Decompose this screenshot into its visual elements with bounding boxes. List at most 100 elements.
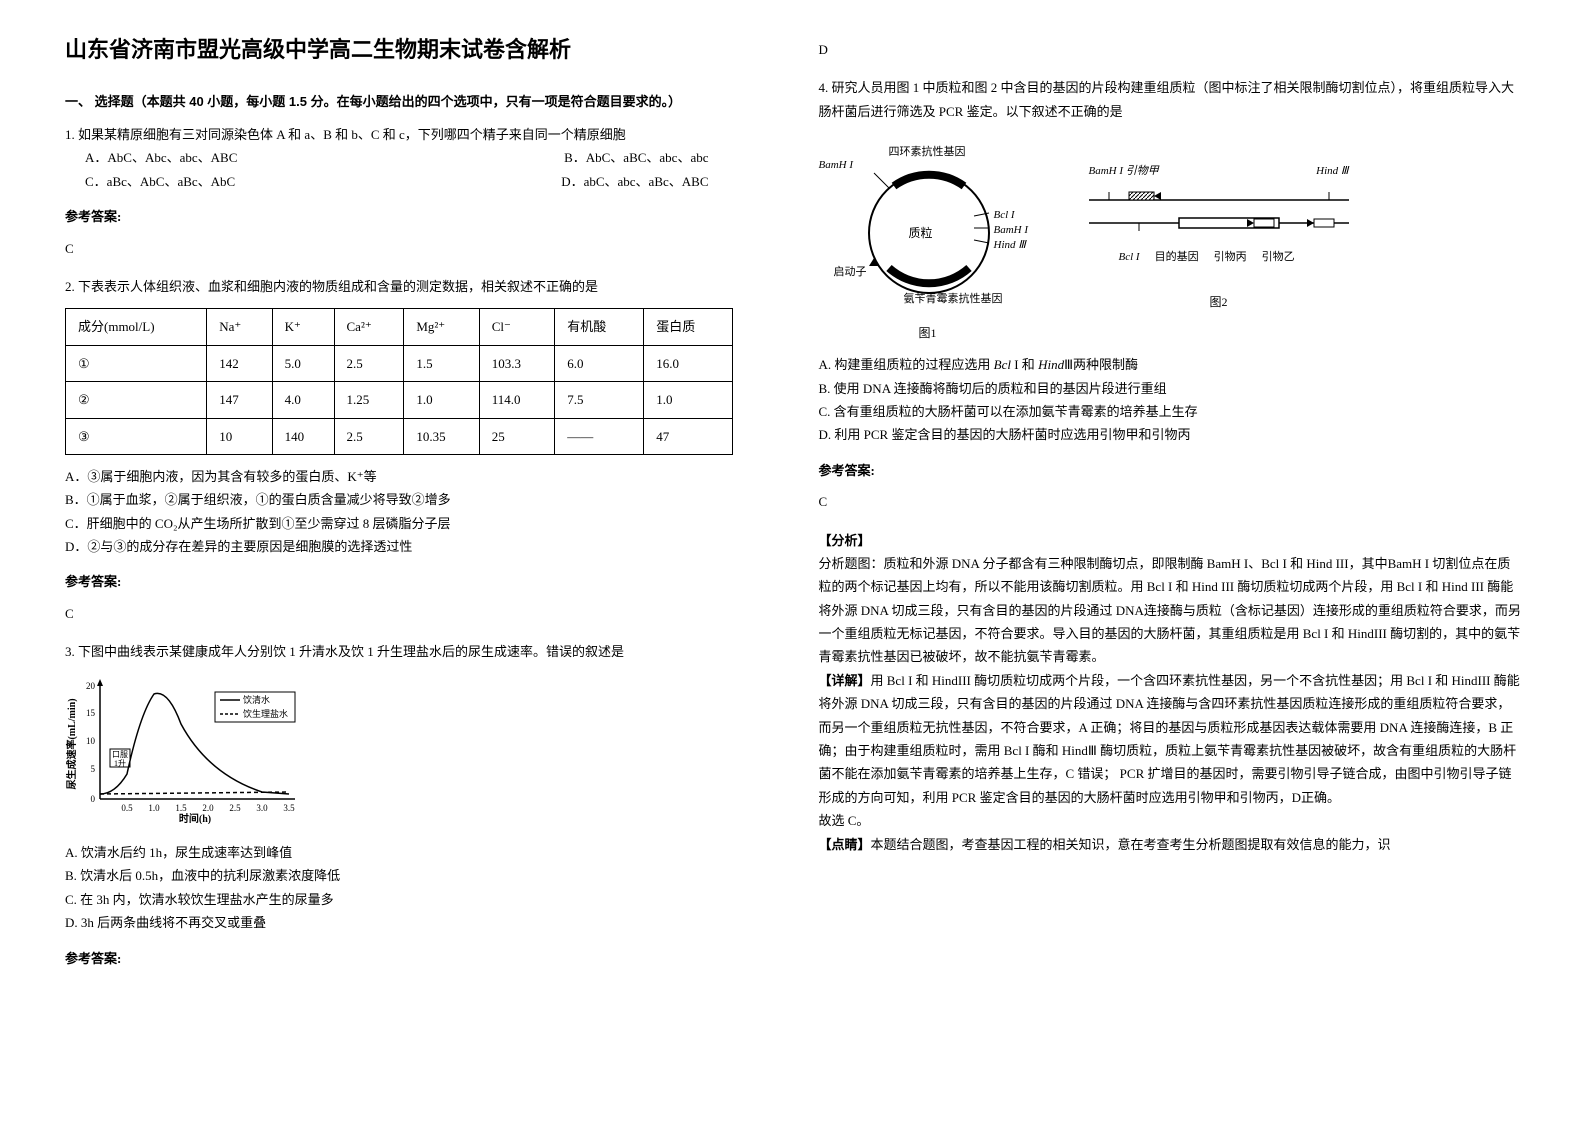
- question-3: 3. 下图中曲线表示某健康成年人分别饮 1 升清水及饮 1 升生理盐水后的尿生成…: [65, 640, 769, 934]
- q2-opt-d: D．②与③的成分存在差异的主要原因是细胞膜的选择透过性: [65, 535, 769, 558]
- q3-opt-c: C. 在 3h 内，饮清水较饮生理盐水产生的尿量多: [65, 888, 769, 911]
- td: 142: [207, 345, 272, 381]
- td: 10: [207, 418, 272, 454]
- q4-opt-c: C. 含有重组质粒的大肠杆菌可以在添加氨苄青霉素的培养基上生存: [819, 400, 1523, 423]
- ylabel: 尿生成速率(mL/min): [65, 698, 78, 789]
- td: 1.0: [644, 382, 733, 418]
- ytick: 20: [86, 681, 96, 691]
- td: 47: [644, 418, 733, 454]
- analysis-label: 【分析】: [819, 529, 1523, 552]
- q1-opt-b: B．AbC、aBC、abc、abc: [564, 146, 708, 169]
- question-4: 4. 研究人员用图 1 中质粒和图 2 中含目的基因的片段构建重组质粒（图中标注…: [819, 76, 1523, 446]
- hind3-label: Hind Ⅲ: [994, 236, 1026, 256]
- th: K⁺: [272, 309, 334, 345]
- q2-opt-b: B．①属于血浆，②属于组织液，①的蛋白质含量减少将导致②增多: [65, 488, 769, 511]
- td: 2.5: [334, 345, 404, 381]
- q3-opt-b: B. 饮清水后 0.5h，血液中的抗利尿激素浓度降低: [65, 864, 769, 887]
- th: 有机酸: [555, 309, 644, 345]
- td: 2.5: [334, 418, 404, 454]
- q3-chart: 20 15 10 5 0 0.5 1.0 1.5 2.0 2.5 3.0 3.5…: [65, 674, 315, 824]
- q2-text: 2. 下表表示人体组织液、血浆和细胞内液的物质组成和含量的测定数据，相关叙述不正…: [65, 275, 769, 298]
- xtick: 1.5: [175, 803, 187, 813]
- td: 1.0: [404, 382, 479, 418]
- td: 6.0: [555, 345, 644, 381]
- q3-answer: D: [819, 38, 1523, 61]
- q4-answer: C: [819, 490, 1523, 513]
- primer-bing-label: 引物丙: [1214, 248, 1247, 268]
- td: 5.0: [272, 345, 334, 381]
- td: 4.0: [272, 382, 334, 418]
- td: 1.25: [334, 382, 404, 418]
- ytick: 0: [91, 794, 96, 804]
- q1-opt-d: D．abC、abc、aBc、ABC: [561, 170, 708, 193]
- td: ——: [555, 418, 644, 454]
- td: 103.3: [479, 345, 554, 381]
- q1-answer: C: [65, 237, 769, 260]
- table-row: ② 147 4.0 1.25 1.0 114.0 7.5 1.0: [66, 382, 733, 418]
- target-gene-label: 目的基因: [1155, 248, 1199, 268]
- th: 蛋白质: [644, 309, 733, 345]
- xtick: 1.0: [148, 803, 160, 813]
- q4-conclusion: 故选 C。: [819, 809, 1523, 832]
- primer-yi-label: 引物乙: [1262, 248, 1295, 268]
- caption1: 图1: [919, 323, 937, 345]
- td: 140: [272, 418, 334, 454]
- th: 成分(mmol/L): [66, 309, 207, 345]
- promoter-label: 启动子: [834, 263, 867, 283]
- legend2: 饮生理盐水: [243, 708, 288, 719]
- xtick: 2.0: [202, 803, 214, 813]
- ytick: 5: [91, 764, 96, 774]
- q2-opt-a: A．③属于细胞内液，因为其含有较多的蛋白质、K⁺等: [65, 465, 769, 488]
- q2-table: 成分(mmol/L) Na⁺ K⁺ Ca²⁺ Mg²⁺ Cl⁻ 有机酸 蛋白质 …: [65, 308, 733, 455]
- plasmid-center: 质粒: [909, 223, 933, 245]
- ytick: 10: [86, 736, 96, 746]
- xtick: 3.0: [256, 803, 268, 813]
- th: Cl⁻: [479, 309, 554, 345]
- section-header: 一、 选择题（本题共 40 小题，每小题 1.5 分。在每小题给出的四个选项中，…: [65, 90, 769, 113]
- bottom-gene-label: 氨苄青霉素抗性基因: [904, 293, 1003, 306]
- q3-opt-a: A. 饮清水后约 1h，尿生成速率达到峰值: [65, 841, 769, 864]
- gene-diagram: BamH I 引物甲 Hind Ⅲ: [1079, 162, 1359, 314]
- q4-text: 4. 研究人员用图 1 中质粒和图 2 中含目的基因的片段构建重组质粒（图中标注…: [819, 76, 1523, 123]
- answer-label: 参考答案:: [819, 459, 1523, 482]
- primer-jia-label: BamH I 引物甲: [1089, 162, 1159, 182]
- table-row: ① 142 5.0 2.5 1.5 103.3 6.0 16.0: [66, 345, 733, 381]
- th: Na⁺: [207, 309, 272, 345]
- table-row: ③ 10 140 2.5 10.35 25 —— 47: [66, 418, 733, 454]
- bcl1-label2: Bcl I: [1119, 248, 1140, 268]
- oral-label-1: 口服: [112, 750, 128, 759]
- table-header-row: 成分(mmol/L) Na⁺ K⁺ Ca²⁺ Mg²⁺ Cl⁻ 有机酸 蛋白质: [66, 309, 733, 345]
- hind3-label2: Hind Ⅲ: [1316, 162, 1348, 182]
- q3-opt-d: D. 3h 后两条曲线将不再交叉或重叠: [65, 911, 769, 934]
- td: 7.5: [555, 382, 644, 418]
- page-title: 山东省济南市盟光高级中学高二生物期末试卷含解析: [65, 30, 769, 70]
- q1-text: 1. 如果某精原细胞有三对同源染色体 A 和 a、B 和 b、C 和 c，下列哪…: [65, 123, 769, 146]
- ytick: 15: [86, 708, 96, 718]
- td: ③: [66, 418, 207, 454]
- q4-note: 【点睛】本题结合题图，考查基因工程的相关知识，意在考查考生分析题图提取有效信息的…: [819, 833, 1523, 856]
- q3-text: 3. 下图中曲线表示某健康成年人分别饮 1 升清水及饮 1 升生理盐水后的尿生成…: [65, 640, 769, 663]
- q1-opt-c: C．aBc、AbC、aBc、AbC: [85, 170, 235, 193]
- answer-label: 参考答案:: [65, 205, 769, 228]
- question-1: 1. 如果某精原细胞有三对同源染色体 A 和 a、B 和 b、C 和 c，下列哪…: [65, 123, 769, 193]
- td: 16.0: [644, 345, 733, 381]
- q4-detail: 【详解】用 Bcl I 和 HindIII 酶切质粒切成两个片段，一个含四环素抗…: [819, 669, 1523, 809]
- td: 147: [207, 382, 272, 418]
- q4-analysis: 分析题图：质粒和外源 DNA 分子都含有三种限制酶切点，即限制酶 BamH I、…: [819, 552, 1523, 669]
- xtick: 2.5: [229, 803, 241, 813]
- th: Ca²⁺: [334, 309, 404, 345]
- td: 25: [479, 418, 554, 454]
- q4-diagram: 四环素抗性基因 BamH I 质粒 Bcl I BamH I Hind Ⅲ 启动…: [819, 138, 1523, 338]
- xtick: 3.5: [283, 803, 295, 813]
- q4-opt-d: D. 利用 PCR 鉴定含目的基因的大肠杆菌时应选用引物甲和引物丙: [819, 423, 1523, 446]
- q2-opt-c: C．肝细胞中的 CO₂从产生场所扩散到①至少需穿过 8 层磷脂分子层: [65, 512, 769, 535]
- q1-opt-a: A．AbC、Abc、abc、ABC: [85, 146, 237, 169]
- q2-answer: C: [65, 602, 769, 625]
- answer-label: 参考答案:: [65, 570, 769, 593]
- xtick: 0.5: [121, 803, 133, 813]
- caption2: 图2: [1079, 292, 1359, 314]
- td: ①: [66, 345, 207, 381]
- oral-label-2: 1升: [114, 759, 126, 768]
- td: 114.0: [479, 382, 554, 418]
- legend1: 饮清水: [243, 694, 270, 705]
